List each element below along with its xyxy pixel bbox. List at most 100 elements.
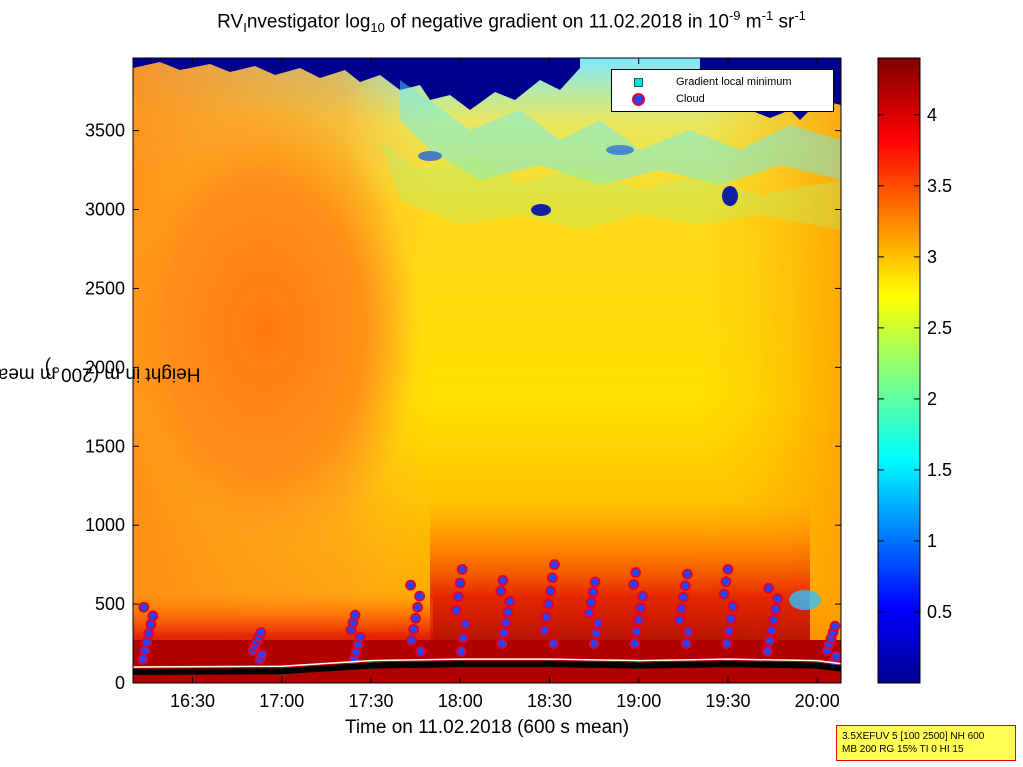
cloud-point	[585, 597, 597, 608]
cloud-point	[631, 626, 643, 638]
y-tick-label: 1000	[85, 515, 125, 535]
cloud-point	[587, 586, 599, 598]
cloud-point	[830, 651, 841, 662]
cloud-point	[139, 645, 151, 657]
y-tick-label: 500	[95, 594, 125, 614]
cloud-point	[147, 610, 159, 622]
cloud-point	[721, 638, 733, 649]
y-tick-label: 2000	[85, 357, 125, 377]
legend-item-cloud: Cloud	[620, 91, 705, 107]
colorbar-tick-label: 1.5	[927, 460, 952, 480]
cloud-point	[412, 601, 424, 613]
cloud-point	[504, 596, 516, 607]
cloud-point	[406, 634, 418, 646]
cloud-point	[727, 601, 739, 612]
colorbar-tick-label: 3.5	[927, 176, 952, 196]
cloud-point	[592, 617, 604, 629]
cloud-point	[408, 623, 420, 635]
cloud-point	[725, 613, 737, 625]
cloud-point	[829, 620, 841, 632]
cloud-point	[256, 649, 268, 661]
cloud-point	[764, 635, 775, 647]
x-tick-label: 18:00	[438, 691, 483, 711]
cloud-point	[772, 593, 783, 605]
cloud-point	[588, 638, 600, 649]
y-tick-label: 3500	[85, 121, 125, 141]
cloud-point	[414, 590, 426, 602]
cloud-point	[459, 618, 471, 630]
colorbar-tick-label: 2	[927, 389, 937, 409]
cloud-point	[718, 588, 730, 600]
cloud-point	[675, 603, 687, 615]
cloud-point	[497, 575, 509, 586]
parameter-info-box: 3.5XEFUV 5 [100 2500] NH 600 MB 200 RG 1…	[836, 725, 1016, 761]
cloud-point	[768, 614, 779, 626]
cloud-point	[255, 627, 267, 638]
cloud-point	[539, 624, 550, 636]
colorbar-tick-label: 0.5	[927, 602, 952, 622]
cloud-point	[633, 614, 645, 626]
cloud-point	[496, 638, 508, 649]
cloud-point	[143, 627, 155, 639]
cloud-point	[762, 646, 773, 657]
cloud-point	[354, 631, 366, 643]
legend: Gradient local minimum Cloud	[611, 69, 834, 112]
cloud-point	[630, 567, 642, 578]
cloud-point	[137, 653, 149, 665]
cloud-point	[452, 591, 464, 603]
plot-frame	[132, 57, 842, 684]
cloud-point	[549, 559, 560, 571]
cloud-point	[454, 577, 466, 589]
y-axis: 0 500 1000 1500 2000 2500 3000 3500	[85, 121, 841, 693]
cloud-point	[629, 638, 641, 649]
boundary-layer-line	[133, 661, 841, 675]
y-tick-label: 3000	[85, 200, 125, 220]
chart-title: RVInvestigator log10 of negative gradien…	[217, 8, 806, 36]
boundary-layer-line-edge	[133, 658, 841, 668]
cloud-point	[410, 612, 422, 624]
y-tick-label: 1500	[85, 436, 125, 456]
cloud-point	[723, 625, 735, 637]
red-ringed-blue-circle-icon	[631, 92, 645, 106]
cloud-point	[548, 638, 559, 649]
x-tick-label: 19:00	[616, 691, 661, 711]
cloud-point	[722, 563, 734, 575]
cloud-point	[405, 579, 417, 591]
legend-item-gradient-min: Gradient local minimum	[620, 74, 792, 90]
cloud-point	[681, 568, 693, 580]
cloud-point	[349, 609, 361, 621]
cloud-point	[590, 627, 602, 639]
cyan-square-icon	[633, 77, 643, 87]
cloud-point	[635, 602, 647, 614]
y-tick-label: 0	[115, 673, 125, 693]
cloud-point	[415, 646, 427, 657]
cloud-point	[545, 585, 556, 597]
cloud-point	[457, 632, 469, 644]
cloud-point	[679, 580, 691, 592]
x-tick-label: 17:00	[259, 691, 304, 711]
y-tick-label: 2500	[85, 278, 125, 298]
cloud-point	[141, 636, 153, 648]
cloud-point	[450, 604, 462, 616]
cloud-point	[770, 603, 781, 615]
x-axis-label: Time on 11.02.2018 (600 s mean)	[344, 717, 630, 738]
x-axis: 16:30 17:00 17:30 18:00 18:30 19:00 19:30 20:00	[170, 58, 840, 711]
cloud-point	[583, 607, 595, 619]
x-tick-label: 17:30	[348, 691, 393, 711]
cloud-point	[541, 611, 552, 623]
colorbar	[877, 57, 921, 684]
colorbar-axis: 0.5 1 1.5 2 2.5 3 3.5 4	[878, 105, 952, 622]
x-tick-label: 18:30	[527, 691, 572, 711]
cloud-point	[763, 582, 774, 594]
x-tick-label: 16:30	[170, 691, 215, 711]
cloud-point	[145, 619, 157, 631]
cloud-point	[637, 590, 649, 602]
cloud-point	[720, 576, 732, 588]
cloud-point	[628, 578, 640, 590]
cloud-point	[547, 572, 558, 584]
colorbar-tick-label: 1	[927, 531, 937, 551]
cloud-point	[677, 591, 689, 603]
cloud-point	[682, 626, 694, 638]
cloud-point	[495, 585, 507, 597]
